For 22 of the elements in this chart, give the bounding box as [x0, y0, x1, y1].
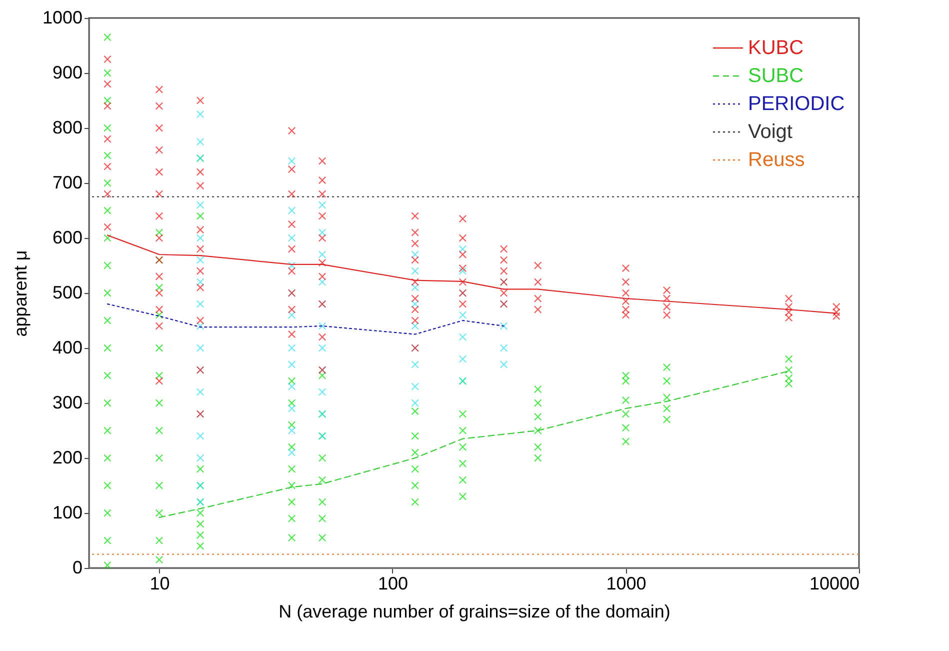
y-tick-label: 800: [52, 118, 82, 138]
y-axis-title: apparent μ: [10, 250, 30, 337]
legend-label: Voigt: [748, 121, 793, 143]
y-tick-label: 1000: [42, 8, 82, 28]
y-tick-label: 700: [52, 172, 82, 192]
y-tick-label: 300: [52, 392, 82, 412]
x-tick-label: 100: [378, 574, 408, 594]
x-tick-label: 10: [150, 574, 170, 594]
y-tick-label: 900: [52, 62, 82, 82]
y-tick-label: 600: [52, 228, 82, 248]
legend-label: PERIODIC: [748, 93, 845, 115]
y-tick-label: 0: [72, 558, 82, 578]
legend-label: KUBC: [748, 37, 804, 59]
y-tick-label: 500: [52, 282, 82, 302]
x-tick-label: 10000: [809, 574, 860, 594]
y-tick-label: 100: [52, 502, 82, 522]
x-axis-title: N (average number of grains=size of the domain): [278, 602, 670, 622]
y-tick-label: 200: [52, 448, 82, 468]
legend-label: Reuss: [748, 149, 805, 171]
y-tick-label: 400: [52, 338, 82, 358]
x-tick-label: 1000: [606, 574, 646, 594]
legend-label: SUBC: [748, 65, 804, 87]
